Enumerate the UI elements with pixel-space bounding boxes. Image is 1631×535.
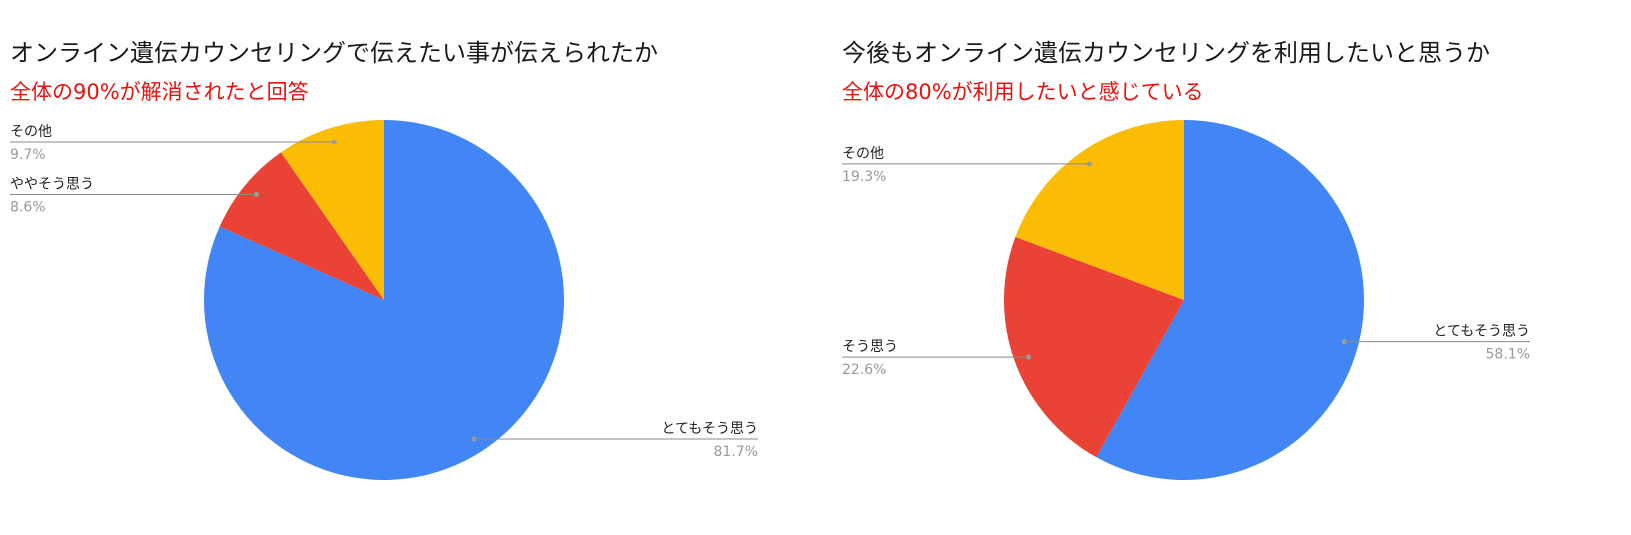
- slice-label-name: とてもそう思う: [661, 421, 758, 437]
- slice-label: ややそう思う 8.6%: [10, 176, 259, 215]
- pie-slice: [1096, 120, 1364, 480]
- slice-label: そう思う 22.6%: [842, 339, 1032, 378]
- pie-chart-panel-2: 今後もオンライン遺伝カウンセリングを利用したいと思うか 全体の80%が利用したい…: [832, 0, 1631, 535]
- slice-label: その他 19.3%: [842, 146, 1093, 185]
- pie-chart-panel-1: オンライン遺伝カウンセリングで伝えたい事が伝えられたか 全体の90%が解消された…: [0, 0, 800, 535]
- pie-slice: [1015, 119, 1184, 300]
- pie-chart-1: とてもそう思う 81.7% ややそう思う 8.6% その他 9.7%: [10, 120, 758, 480]
- slice-label-name: ややそう思う: [10, 176, 94, 192]
- slice-label: その他 9.7%: [10, 124, 337, 163]
- slice-label: とてもそう思う 81.7%: [471, 421, 758, 460]
- pie-slice: [280, 120, 384, 300]
- slice-label-percent: 19.3%: [842, 169, 886, 185]
- slice-label-percent: 58.1%: [1486, 347, 1530, 363]
- slice-label-percent: 81.7%: [714, 444, 758, 460]
- chart-subtitle: 全体の90%が解消されたと回答: [10, 80, 309, 104]
- slice-label-name: その他: [842, 146, 884, 162]
- leader-dot: [1087, 161, 1093, 167]
- slice-label-percent: 9.7%: [10, 147, 46, 163]
- slice-label-name: とてもそう思う: [1433, 324, 1530, 340]
- chart-title: オンライン遺伝カウンセリングで伝えたい事が伝えられたか: [10, 39, 658, 67]
- slice-label-percent: 22.6%: [842, 362, 886, 378]
- chart-title: 今後もオンライン遺伝カウンセリングを利用したいと思うか: [842, 39, 1490, 67]
- slice-label-name: その他: [10, 124, 52, 140]
- slice-label: とてもそう思う 58.1%: [1341, 324, 1530, 363]
- chart-subtitle: 全体の80%が利用したいと感じている: [842, 80, 1204, 104]
- slice-label-percent: 8.6%: [10, 199, 46, 215]
- pie-chart-2: とてもそう思う 58.1% そう思う 22.6% その他 19.3%: [842, 119, 1530, 480]
- pie-slice: [219, 152, 384, 300]
- slice-label-name: そう思う: [842, 339, 898, 355]
- pie-slice: [1004, 236, 1184, 458]
